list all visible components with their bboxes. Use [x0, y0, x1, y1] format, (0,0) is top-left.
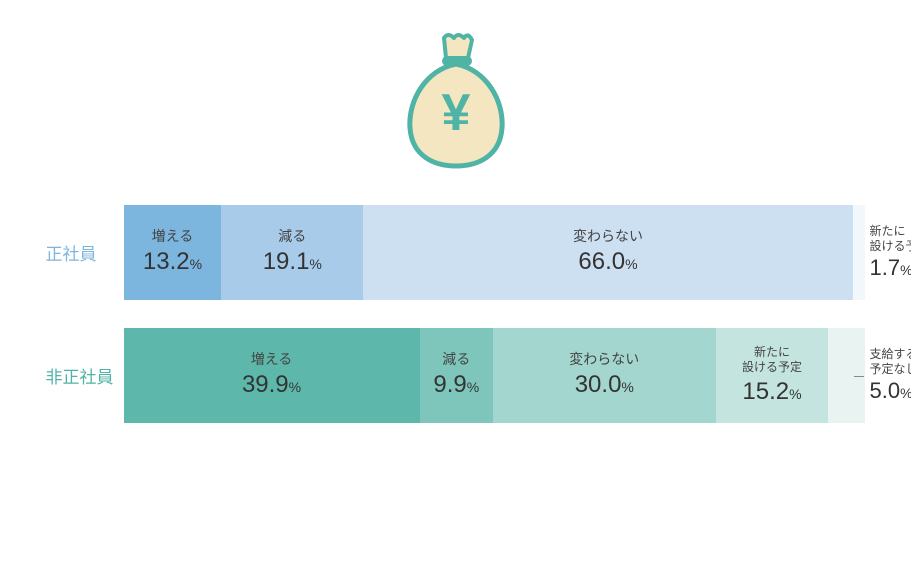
callout-tick-icon — [854, 376, 864, 377]
seg-nonreg-new: 新たに 設ける予定 15.2% — [716, 328, 829, 423]
row-nonregular-employee: 非正社員 増える 39.9% 減る 9.9% 変わらない 30.0% 新たに 設… — [46, 328, 866, 423]
seg-value: 66.0% — [578, 247, 637, 277]
bar-regular: 増える 13.2% 減る 19.1% 変わらない 66.0% — [124, 205, 866, 300]
yen-bag-icon: ¥ — [396, 30, 516, 175]
seg-label: 増える — [152, 228, 194, 246]
seg-nonreg-decrease: 減る 9.9% — [420, 328, 493, 423]
seg-value: 15.2% — [742, 377, 801, 407]
callout-label: 新たに 設ける予定 — [870, 224, 911, 253]
seg-regular-new — [853, 205, 866, 300]
seg-label: 新たに 設ける予定 — [742, 345, 802, 375]
seg-value: 9.9% — [433, 370, 479, 400]
row-regular-employee: 正社員 増える 13.2% 減る 19.1% 変わらない 66.0% 新たに 設… — [46, 205, 866, 300]
seg-label: 変わらない — [569, 351, 639, 369]
seg-label: 増える — [251, 351, 293, 369]
callout-label: 支給する 予定なし — [870, 347, 911, 376]
seg-regular-nochange: 変わらない 66.0% — [363, 205, 853, 300]
seg-value: 30.0% — [575, 370, 634, 400]
seg-regular-decrease: 減る 19.1% — [221, 205, 363, 300]
callout-value: 1.7% — [870, 255, 911, 281]
seg-regular-increase: 増える 13.2% — [124, 205, 222, 300]
stacked-bar-chart: 正社員 増える 13.2% 減る 19.1% 変わらない 66.0% 新たに 設… — [46, 205, 866, 451]
callout-regular-new: 新たに 設ける予定 1.7% — [866, 205, 911, 300]
row-label-nonregular: 非正社員 — [46, 363, 116, 388]
callout-nonreg-none: 支給する 予定なし 5.0% — [866, 328, 911, 423]
seg-nonreg-nochange: 変わらない 30.0% — [493, 328, 716, 423]
yen-symbol: ¥ — [441, 84, 470, 142]
seg-label: 減る — [278, 228, 306, 246]
seg-value: 19.1% — [263, 247, 322, 277]
seg-value: 13.2% — [143, 247, 202, 277]
callout-value: 5.0% — [870, 378, 911, 404]
row-label-regular: 正社員 — [46, 240, 116, 265]
bar-nonregular: 増える 39.9% 減る 9.9% 変わらない 30.0% 新たに 設ける予定 … — [124, 328, 866, 423]
seg-label: 変わらない — [573, 228, 643, 246]
seg-value: 39.9% — [242, 370, 301, 400]
seg-nonreg-increase: 増える 39.9% — [124, 328, 420, 423]
seg-label: 減る — [442, 351, 470, 369]
